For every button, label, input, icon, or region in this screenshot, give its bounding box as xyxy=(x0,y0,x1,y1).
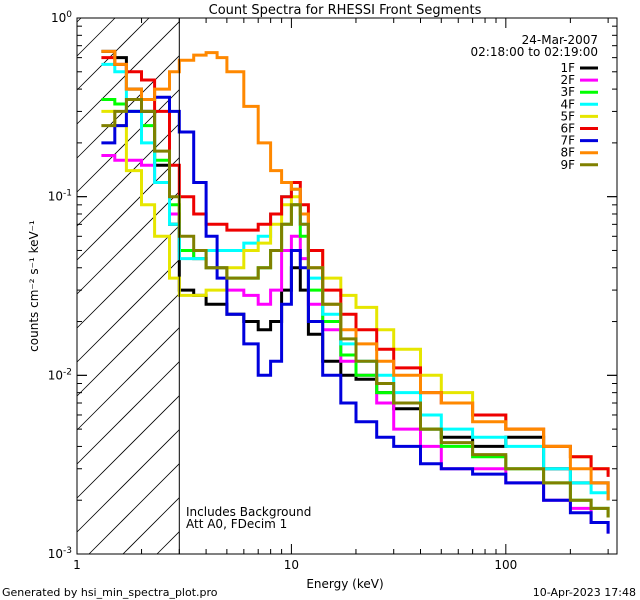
y-tick-label: 10-3 xyxy=(48,546,72,561)
legend-label-2F: 2F xyxy=(560,73,575,87)
hatch-line xyxy=(76,395,180,499)
series-layer xyxy=(101,49,610,534)
legend-label-5F: 5F xyxy=(560,109,575,123)
hatch-line xyxy=(76,259,180,363)
note-background: Includes Background xyxy=(186,505,311,519)
y-tick-base: 10 xyxy=(48,547,63,561)
y-tick-exponent: 0 xyxy=(66,10,72,20)
hatch-line xyxy=(156,531,180,555)
plot-frame xyxy=(76,17,618,555)
legend-label-6F: 6F xyxy=(560,122,575,136)
generated-by: Generated by hsi_min_spectra_plot.pro xyxy=(2,586,218,599)
hatch-line xyxy=(76,191,180,295)
y-tick-base: 10 xyxy=(51,11,66,25)
hatch-line xyxy=(122,497,180,555)
hatch-line xyxy=(76,89,180,193)
hatch-line xyxy=(76,55,180,159)
series-line-8F xyxy=(101,49,610,501)
y-tick-label: 10-2 xyxy=(48,367,72,382)
series-line-7F xyxy=(101,95,610,534)
x-tick-labels: 1 10 100 xyxy=(73,558,517,572)
hatch-line xyxy=(76,327,180,431)
y-tick-base: 10 xyxy=(48,190,63,204)
hatch-line xyxy=(76,123,180,227)
hatch-line xyxy=(76,17,82,23)
y-tick-base: 10 xyxy=(48,368,63,382)
legend-label-1F: 1F xyxy=(560,61,575,75)
hatch-line xyxy=(76,225,180,329)
y-tick-exponent: -3 xyxy=(63,546,72,556)
legend-label-7F: 7F xyxy=(560,134,575,148)
timestamp: 10-Apr-2023 17:48 xyxy=(533,586,636,599)
series-line-9F xyxy=(101,98,610,518)
y-tick-label: 100 xyxy=(51,10,72,25)
series-line-1F xyxy=(101,49,610,501)
y-tick-exponent: -1 xyxy=(63,189,72,199)
hatch-line xyxy=(88,463,180,555)
hatch-line xyxy=(76,293,180,397)
x-tick-label: 1 xyxy=(73,558,81,572)
legend-label-8F: 8F xyxy=(560,146,575,160)
hatch-line xyxy=(76,17,116,57)
hatch-line xyxy=(76,361,180,465)
y-axis-label: counts cm⁻² s⁻¹ keV⁻¹ xyxy=(27,220,41,352)
x-tick-label: 100 xyxy=(494,558,517,572)
hatch-line xyxy=(76,17,150,91)
chart-title: Count Spectra for RHESSI Front Segments xyxy=(209,3,482,18)
hatch-line xyxy=(76,157,180,261)
x-tick-label: 10 xyxy=(284,558,299,572)
series-line-4F xyxy=(101,62,610,501)
x-axis-label: Energy (keV) xyxy=(306,577,383,591)
y-tick-label: 10-1 xyxy=(48,189,72,204)
legend-label-3F: 3F xyxy=(560,85,575,99)
y-tick-exponent: -2 xyxy=(63,367,72,377)
date-label: 24-Mar-2007 xyxy=(522,33,598,47)
legend-label-4F: 4F xyxy=(560,97,575,111)
time-range-label: 02:18:00 to 02:19:00 xyxy=(471,45,598,59)
legend-label-9F: 9F xyxy=(560,158,575,172)
note-attenuator: Att A0, FDecim 1 xyxy=(186,517,287,531)
hatched-region xyxy=(76,17,180,555)
hatch-line xyxy=(76,429,180,533)
